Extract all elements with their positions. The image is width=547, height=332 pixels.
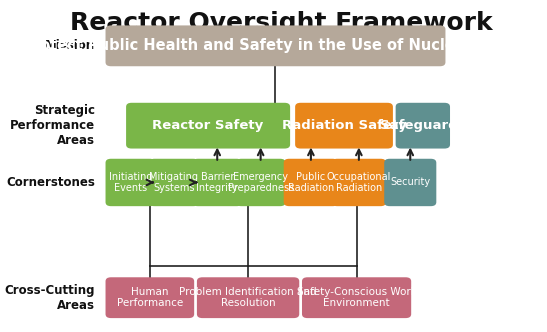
FancyBboxPatch shape	[236, 159, 286, 206]
Text: Initiating
Events: Initiating Events	[109, 172, 152, 193]
Text: Reactor Oversight Framework: Reactor Oversight Framework	[70, 11, 492, 35]
Text: Cross-Cutting
Areas: Cross-Cutting Areas	[4, 284, 95, 312]
FancyBboxPatch shape	[384, 159, 437, 206]
Text: Protect Public Health and Safety in the Use of Nuclear Power: Protect Public Health and Safety in the …	[22, 38, 529, 53]
Text: Human
Performance: Human Performance	[117, 287, 183, 308]
FancyBboxPatch shape	[284, 159, 338, 206]
Text: Strategic
Performance
Areas: Strategic Performance Areas	[10, 104, 95, 147]
Text: Emergency
Preparedness: Emergency Preparedness	[228, 172, 294, 193]
FancyBboxPatch shape	[295, 103, 393, 148]
FancyBboxPatch shape	[106, 26, 445, 66]
Text: Occupational
Radiation: Occupational Radiation	[327, 172, 391, 193]
Text: Reactor Safety: Reactor Safety	[153, 119, 264, 132]
FancyBboxPatch shape	[395, 103, 450, 148]
FancyBboxPatch shape	[193, 159, 242, 206]
Text: Public
Radiation: Public Radiation	[288, 172, 334, 193]
Text: Mitigating
Systems: Mitigating Systems	[149, 172, 199, 193]
FancyBboxPatch shape	[149, 159, 199, 206]
Text: Barrier
Integrity: Barrier Integrity	[196, 172, 238, 193]
FancyBboxPatch shape	[302, 277, 411, 318]
Text: Mission: Mission	[45, 39, 95, 52]
Text: Safety-Conscious Work
Environment: Safety-Conscious Work Environment	[296, 287, 416, 308]
FancyBboxPatch shape	[106, 159, 155, 206]
Text: Radiation Safety: Radiation Safety	[282, 119, 406, 132]
FancyBboxPatch shape	[197, 277, 299, 318]
FancyBboxPatch shape	[331, 159, 386, 206]
FancyBboxPatch shape	[106, 277, 194, 318]
Text: Safeguards: Safeguards	[380, 119, 465, 132]
Text: Problem Identification and
Resolution: Problem Identification and Resolution	[179, 287, 317, 308]
Text: Security: Security	[390, 178, 430, 188]
Text: Cornerstones: Cornerstones	[6, 176, 95, 189]
FancyBboxPatch shape	[126, 103, 290, 148]
